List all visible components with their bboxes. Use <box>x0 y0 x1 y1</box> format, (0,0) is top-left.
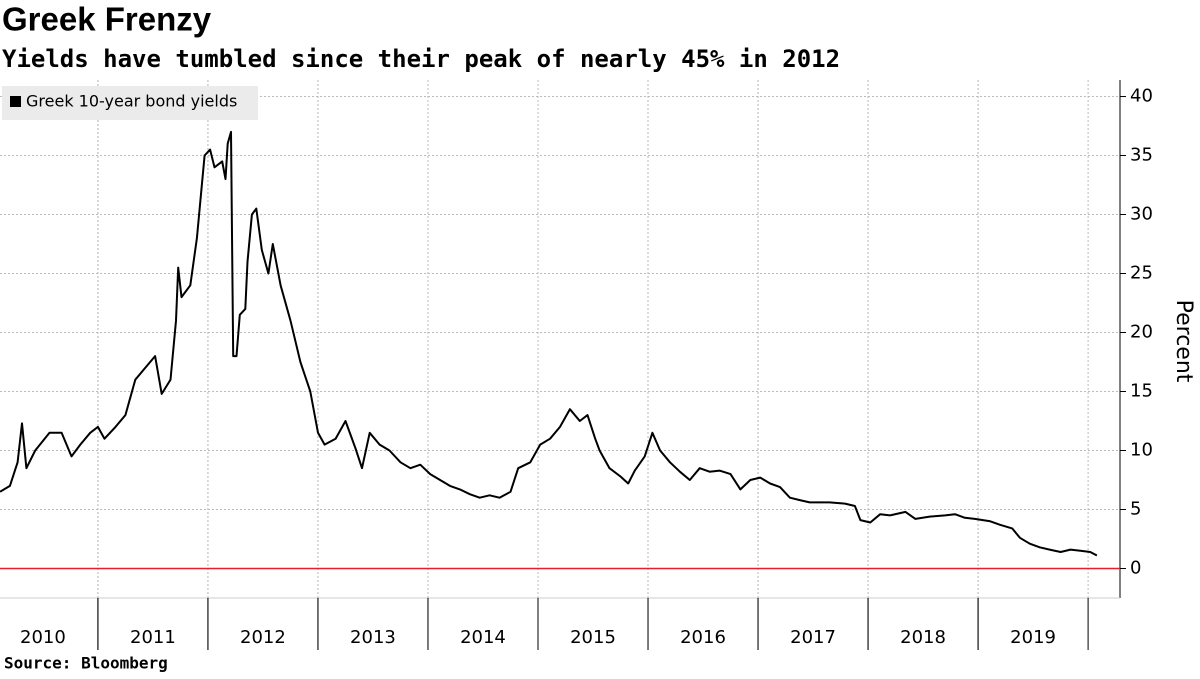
y-tick-label: 40 <box>1130 86 1153 107</box>
y-tick-label: 5 <box>1130 499 1141 520</box>
x-tick-label: 2017 <box>790 627 836 648</box>
x-tick-label: 2010 <box>20 627 66 648</box>
y-tick-label: 30 <box>1130 204 1153 225</box>
legend: Greek 10-year bond yields <box>2 86 258 120</box>
x-tick-label: 2014 <box>460 627 506 648</box>
x-tick-label: 2018 <box>900 627 946 648</box>
x-tick-label: 2012 <box>240 627 286 648</box>
x-tick-label: 2013 <box>350 627 396 648</box>
y-tick-label: 0 <box>1130 558 1141 579</box>
legend-box <box>2 86 258 120</box>
x-tick-label: 2016 <box>680 627 726 648</box>
legend-swatch <box>10 96 21 107</box>
y-tick-label: 10 <box>1130 440 1153 461</box>
x-tick-label: 2011 <box>130 627 176 648</box>
y-tick-label: 35 <box>1130 145 1153 166</box>
y-tick-label: 20 <box>1130 322 1153 343</box>
x-tick-label: 2019 <box>1010 627 1056 648</box>
chart-subtitle: Yields have tumbled since their peak of … <box>2 45 840 73</box>
y-tick-label: 15 <box>1130 381 1153 402</box>
source: Source: Bloomberg <box>4 654 168 673</box>
y-tick-label: 25 <box>1130 263 1153 284</box>
x-tick-label: 2015 <box>570 627 616 648</box>
legend-label: Greek 10-year bond yields <box>26 92 237 111</box>
chart-title: Greek Frenzy <box>2 1 212 38</box>
y-axis-label: Percent <box>1171 300 1196 383</box>
line <box>0 130 1098 557</box>
